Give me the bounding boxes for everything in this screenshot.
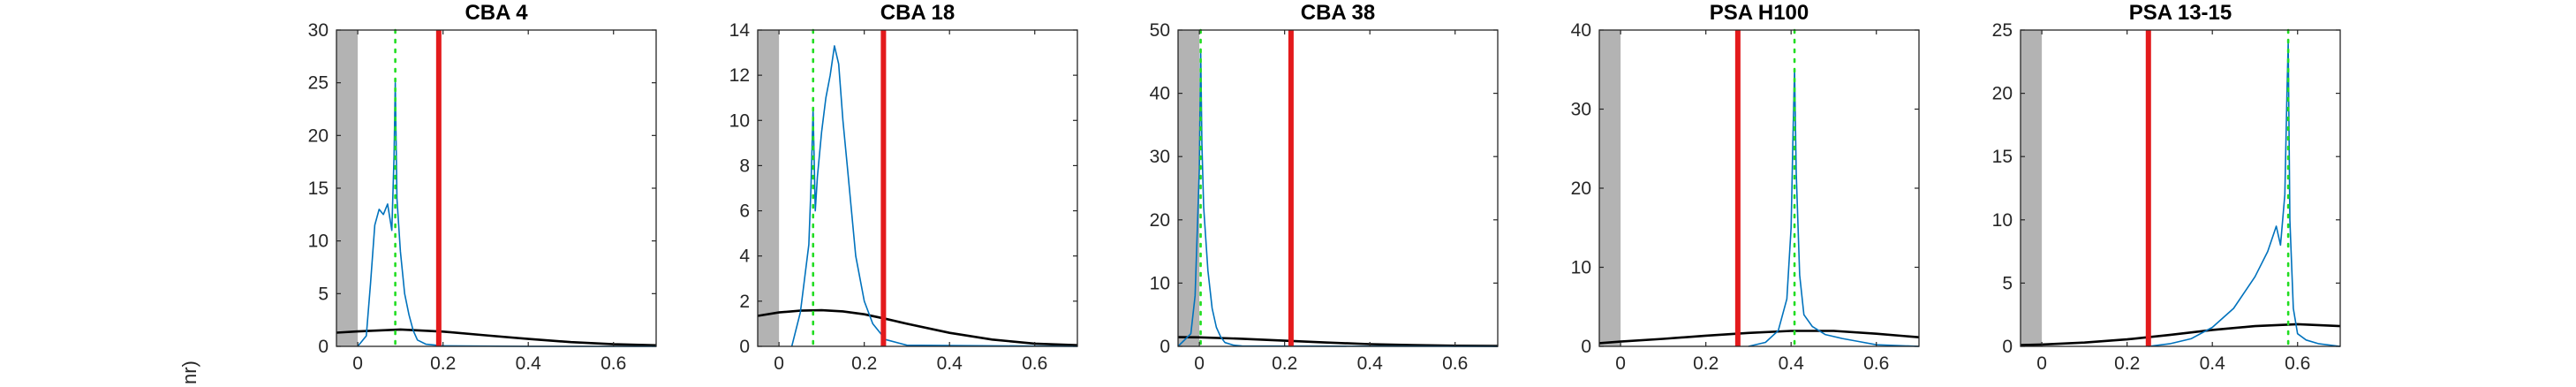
- histogram-line: [357, 81, 656, 347]
- x-tick-label: 0: [352, 353, 363, 374]
- y-tick-label: 20: [1992, 84, 2013, 104]
- x-tick-label: 0.6: [1022, 353, 1047, 374]
- x-tick-label: 0.4: [1357, 353, 1384, 374]
- y-tick-label: 50: [1150, 20, 1170, 41]
- x-tick-label: 0.2: [1272, 353, 1297, 374]
- y-tick-label: 8: [739, 156, 750, 176]
- y-tick-label: 30: [1571, 100, 1591, 120]
- x-tick-label: 0.4: [516, 353, 542, 374]
- y-tick-label: 40: [1571, 20, 1591, 41]
- x-tick-label: 0.4: [2200, 353, 2226, 374]
- y-tick-label: 12: [729, 65, 750, 86]
- fit-curve: [757, 308, 1078, 346]
- y-tick-label: 30: [308, 20, 329, 41]
- y-tick-label: 10: [1571, 258, 1591, 278]
- y-tick-label: 25: [308, 73, 329, 94]
- x-tick-label: 0.6: [601, 353, 626, 374]
- y-axis-label-fragment: nr): [178, 360, 200, 384]
- x-tick-label: 0.6: [1442, 353, 1468, 374]
- y-tick-label: 20: [1571, 178, 1591, 199]
- x-tick-label: 0: [774, 353, 784, 374]
- x-tick-label: 0: [1615, 353, 1626, 374]
- panel-2: 0 0.2 0.4 0.6 0 2 4 6 8 10 12 14 CBA 18: [729, 1, 1078, 374]
- y-tick-label: 6: [739, 201, 750, 222]
- axes-box: [1598, 29, 1920, 347]
- panel-4: 0 0.2 0.4 0.6 0 10 20 30 40 PSA H100: [1571, 1, 1920, 374]
- axes-box: [1177, 29, 1499, 347]
- panel-3: 0 0.2 0.4 0.6 0 10 20 30 40 50 CBA 38: [1150, 1, 1499, 374]
- y-tick-label: 40: [1150, 84, 1170, 104]
- panel-5: 0 0.2 0.4 0.6 0 5 10 15 20 25 PSA 13-15: [1992, 1, 2341, 374]
- fit-curve: [336, 328, 657, 347]
- x-tick-label: 0.2: [851, 353, 877, 374]
- x-tick-label: 0: [1194, 353, 1205, 374]
- y-tick-label: 15: [308, 178, 329, 199]
- y-tick-label: 20: [308, 125, 329, 146]
- x-tick-label: 0.2: [1693, 353, 1719, 374]
- x-tick-label: 0.6: [1863, 353, 1889, 374]
- panel-title: CBA 38: [1301, 1, 1375, 25]
- x-tick-label: 0.4: [937, 353, 963, 374]
- y-tick-label: 20: [1150, 210, 1170, 231]
- panel-title: CBA 4: [465, 1, 528, 25]
- panel-title: CBA 18: [880, 1, 955, 25]
- histogram-line: [790, 45, 1078, 347]
- excluded-band: [1178, 30, 1200, 346]
- y-tick-label: 0: [1160, 337, 1170, 357]
- y-tick-label: 0: [739, 337, 750, 357]
- y-tick-label: 15: [1992, 147, 2013, 167]
- fit-curve: [1177, 336, 1499, 347]
- y-tick-label: 10: [1992, 210, 2013, 231]
- fit-curve: [2020, 322, 2341, 346]
- y-tick-label: 10: [308, 231, 329, 252]
- axes-box: [336, 29, 657, 347]
- y-tick-label: 14: [729, 20, 751, 41]
- x-tick-label: 0.2: [2114, 353, 2140, 374]
- histogram-line: [1748, 69, 1920, 347]
- axes-box: [757, 29, 1078, 347]
- y-tick-label: 5: [318, 284, 329, 304]
- histogram-line: [1177, 48, 1499, 347]
- panel-1: 0 0.2 0.4 0.6 0 5 10 15 20 25 30 CBA 4: [308, 1, 657, 374]
- axes-box: [2020, 29, 2341, 347]
- panel-title: PSA H100: [1710, 1, 1809, 25]
- panel-title: PSA 13-15: [2129, 1, 2232, 25]
- x-tick-label: 0.2: [430, 353, 456, 374]
- excluded-band: [758, 30, 780, 346]
- x-tick-label: 0.4: [1779, 353, 1805, 374]
- y-tick-label: 2: [739, 292, 750, 312]
- histogram-line: [2148, 42, 2341, 347]
- y-tick-label: 30: [1150, 147, 1170, 167]
- y-tick-label: 0: [2002, 337, 2013, 357]
- y-tick-label: 25: [1992, 20, 2013, 41]
- y-tick-label: 5: [2002, 273, 2013, 293]
- y-tick-label: 10: [1150, 273, 1170, 293]
- fit-curve: [1598, 330, 1920, 345]
- y-tick-label: 10: [729, 110, 750, 131]
- x-tick-label: 0.6: [2285, 353, 2310, 374]
- y-tick-label: 0: [318, 337, 329, 357]
- excluded-band: [2021, 30, 2043, 346]
- y-tick-label: 0: [1581, 337, 1591, 357]
- y-tick-label: 4: [739, 247, 750, 267]
- x-tick-label: 0: [2036, 353, 2047, 374]
